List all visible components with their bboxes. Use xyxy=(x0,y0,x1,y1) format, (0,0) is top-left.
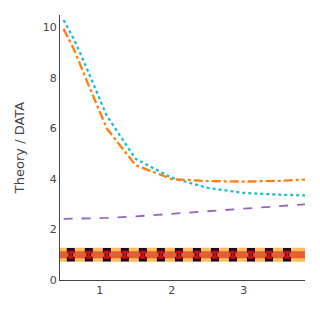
svg-text:2: 2 xyxy=(50,223,57,236)
svg-text:4: 4 xyxy=(50,173,57,186)
svg-text:3: 3 xyxy=(240,284,247,297)
svg-text:10: 10 xyxy=(43,21,57,34)
svg-text:0: 0 xyxy=(50,274,57,287)
svg-text:1: 1 xyxy=(96,284,103,297)
svg-text:6: 6 xyxy=(50,122,57,135)
svg-text:2: 2 xyxy=(168,284,175,297)
svg-text:8: 8 xyxy=(50,72,57,85)
svg-text:Theory / DATA: Theory / DATA xyxy=(12,102,27,194)
